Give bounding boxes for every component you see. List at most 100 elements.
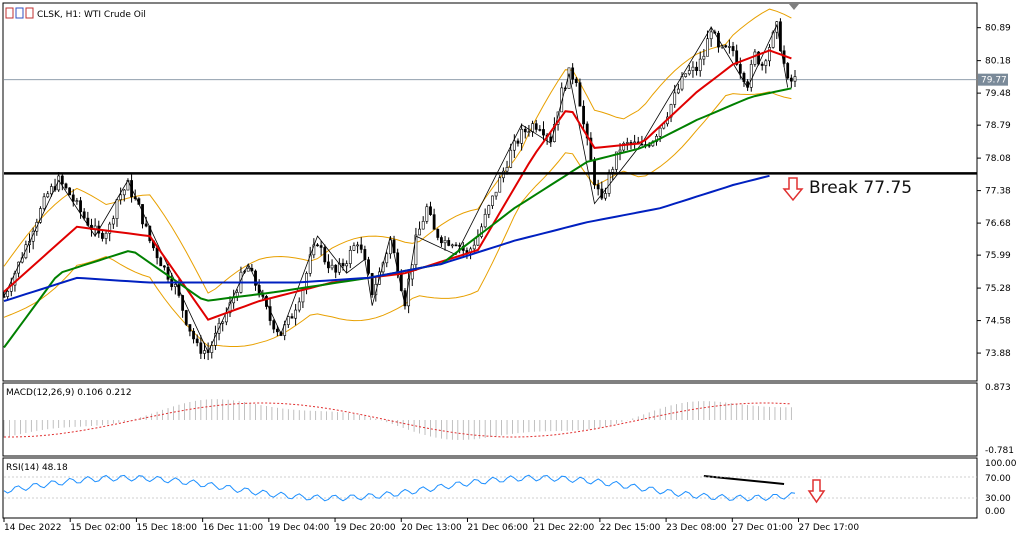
candle-body	[600, 188, 604, 199]
candle-body	[687, 70, 691, 75]
header: CLSK, H1: WTI Crude Oil	[5, 4, 799, 20]
candle-body	[483, 213, 487, 228]
rsi-label: RSI(14) 48.18	[6, 463, 68, 473]
rsi-axis-0: 0.00	[985, 507, 1005, 517]
candle-body	[60, 175, 64, 185]
candle-body	[341, 262, 345, 267]
candle-body	[210, 345, 214, 353]
candle-body	[39, 208, 42, 223]
macd-axis-top: 0.873	[985, 383, 1011, 393]
candle-body	[49, 186, 53, 195]
chart-title: CLSK, H1: WTI Crude Oil	[37, 10, 146, 20]
candle-body	[101, 232, 104, 239]
macd-signal-line	[4, 402, 792, 438]
price-tick-label: 76.68	[985, 219, 1011, 229]
price-tick-label: 77.38	[985, 187, 1011, 197]
candle-body	[203, 350, 206, 354]
candle-body	[786, 63, 790, 79]
price-tick-label: 78.08	[985, 154, 1011, 164]
candle-body	[494, 191, 498, 197]
candle-body	[75, 200, 79, 202]
candle-body	[516, 140, 520, 144]
time-tick-label: 27 Dec 17:00	[799, 523, 860, 533]
time-tick-label: 21 Dec 06:00	[467, 523, 528, 533]
candle-body	[680, 76, 684, 90]
candle-body	[436, 229, 440, 238]
current-price-box	[978, 73, 1008, 86]
candle-body	[330, 264, 334, 269]
candle-body	[356, 244, 359, 247]
candle-body	[414, 234, 418, 266]
time-tick-label: 19 Dec 20:00	[335, 523, 396, 533]
candle-body	[520, 128, 524, 144]
candle-body	[695, 66, 698, 71]
candle-body	[450, 244, 454, 247]
candle-body	[192, 330, 195, 340]
time-axis: 14 Dec 2022 15 Dec 02:00 15 Dec 18:00 16 De…	[3, 518, 860, 533]
rsi-line	[3, 474, 796, 502]
candle-body	[698, 58, 702, 71]
price-tick-label: 75.99	[985, 251, 1011, 261]
price-tick-label: 73.88	[985, 349, 1011, 359]
candle-body	[527, 131, 531, 133]
candle-body	[724, 45, 728, 48]
shift-marker-icon[interactable]	[789, 4, 799, 10]
candle-body	[144, 223, 148, 227]
candle-body	[731, 46, 735, 52]
candle-body	[374, 283, 378, 296]
candle-body	[735, 50, 739, 65]
price-tick-label: 80.89	[985, 24, 1011, 34]
rsi-axis-30: 30.00	[985, 494, 1011, 504]
candle-body	[316, 244, 319, 247]
candle-body	[425, 206, 429, 222]
time-tick-label: 15 Dec 02:00	[70, 523, 131, 533]
candle-body	[673, 92, 677, 105]
rsi-plot	[3, 474, 977, 502]
candle-body	[421, 220, 425, 230]
candle-body	[531, 123, 534, 132]
candle-body	[297, 301, 301, 311]
moving-average-2	[3, 174, 770, 303]
candle-body	[676, 88, 680, 94]
candle-body	[582, 105, 585, 125]
candle-body	[443, 240, 447, 244]
candle-body	[440, 237, 443, 244]
candle-body	[334, 264, 338, 273]
candle-body	[71, 194, 75, 202]
time-tick-label: 22 Dec 15:00	[600, 523, 661, 533]
candle-body	[542, 129, 545, 136]
candle-body	[290, 316, 294, 319]
candle-body	[388, 239, 392, 255]
price-tick-label: 74.58	[985, 317, 1011, 327]
chart-icon[interactable]	[5, 7, 34, 19]
time-tick-label: 15 Dec 18:00	[136, 523, 197, 533]
candle-body	[42, 196, 46, 209]
candle-body	[789, 77, 793, 82]
time-tick-label: 16 Dec 11:00	[203, 523, 264, 533]
rsi-axis-70: 70.00	[985, 474, 1011, 484]
time-tick-label: 27 Dec 01:00	[732, 523, 793, 533]
time-tick-label: 14 Dec 2022	[4, 523, 62, 533]
time-tick-label: 19 Dec 04:00	[269, 523, 330, 533]
macd-label: MACD(12,26,9) 0.106 0.212	[6, 388, 132, 398]
candle-body	[367, 259, 370, 274]
candle-body	[611, 169, 615, 173]
candle-body	[79, 200, 82, 213]
candle-body	[607, 172, 611, 194]
candle-body	[512, 140, 516, 151]
candle-body	[768, 47, 771, 62]
candle-body	[432, 214, 436, 230]
candle-body	[68, 187, 72, 196]
candle-body	[429, 206, 432, 215]
candle-body	[363, 249, 367, 261]
candle-body	[265, 296, 268, 307]
candle-body	[108, 223, 112, 234]
break-label: Break 77.75	[809, 178, 912, 198]
candle-body	[119, 194, 123, 200]
candle-body	[6, 290, 10, 297]
candle-body	[622, 143, 626, 151]
candle-body	[228, 302, 232, 314]
candle-body	[46, 193, 50, 198]
candle-body	[523, 128, 527, 133]
